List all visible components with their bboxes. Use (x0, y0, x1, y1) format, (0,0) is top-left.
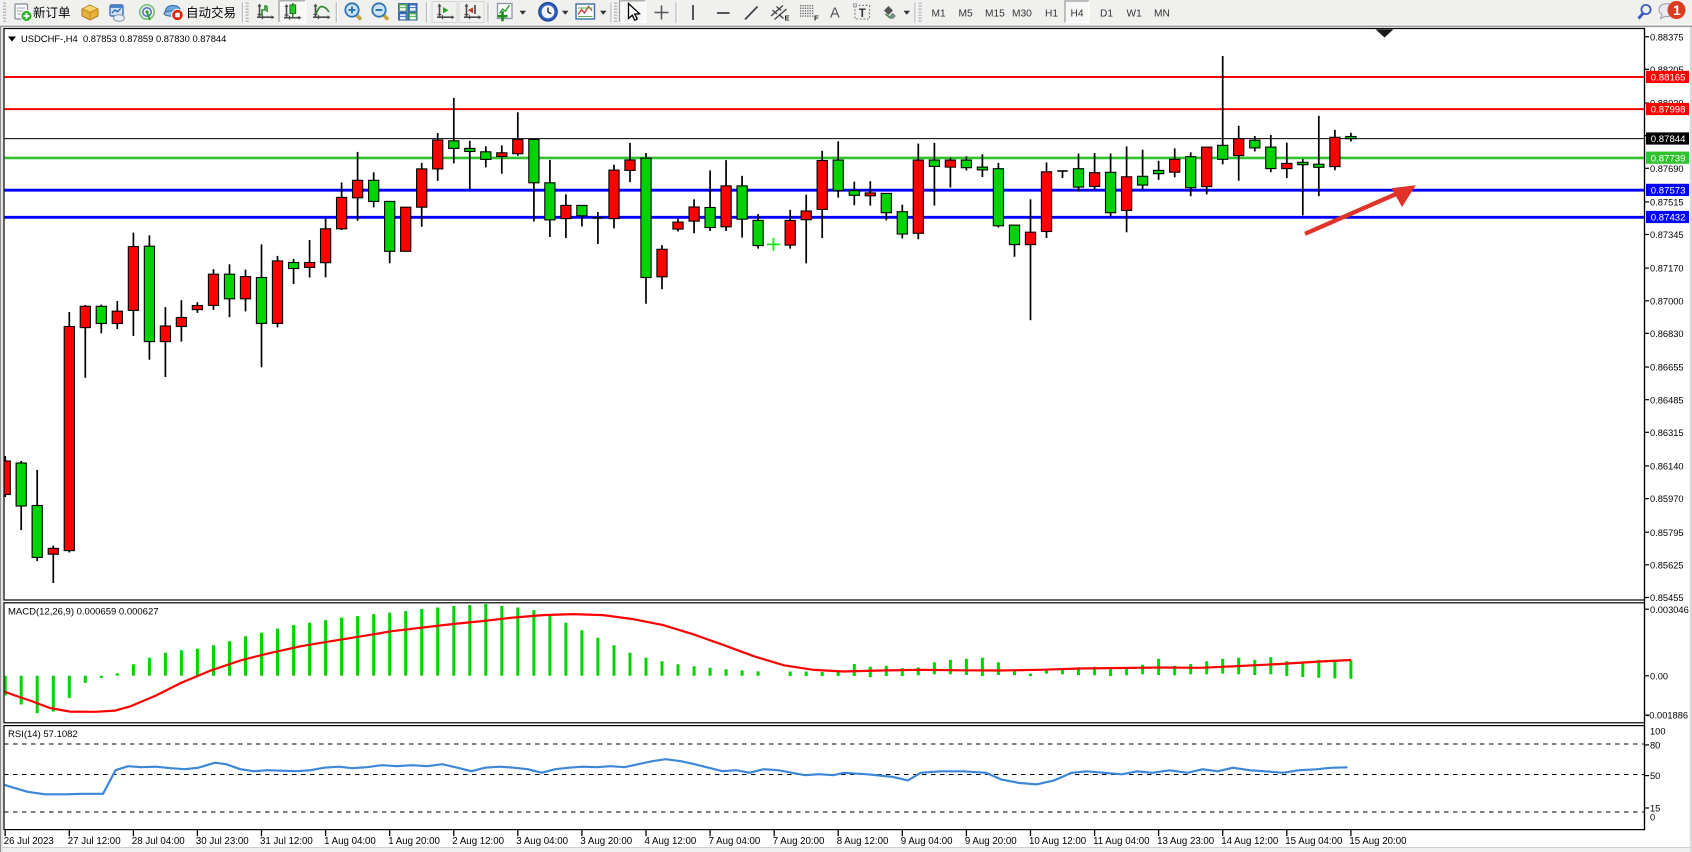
svg-text:1: 1 (1673, 2, 1681, 18)
svg-text:H4: H4 (1071, 9, 1084, 20)
svg-text:M1: M1 (932, 9, 946, 20)
svg-text:MACD(12,26,9) 0.000659 0.00062: MACD(12,26,9) 0.000659 0.000627 (8, 607, 159, 618)
svg-text:0.87739: 0.87739 (1651, 153, 1686, 164)
svg-text:新订单: 新订单 (33, 5, 71, 20)
svg-text:USDCHF-,H4 0.87853 0.87859 0.: USDCHF-,H4 0.87853 0.87859 0.87830 0.878… (21, 33, 226, 44)
svg-text:T: T (859, 8, 866, 20)
svg-text:0.86655: 0.86655 (1650, 363, 1684, 373)
svg-text:H1: H1 (1045, 9, 1058, 20)
svg-text:0.87844: 0.87844 (1651, 134, 1686, 145)
svg-text:30 Jul 23:00: 30 Jul 23:00 (196, 836, 249, 847)
svg-text:14 Aug 12:00: 14 Aug 12:00 (1221, 836, 1279, 847)
svg-text:0.86830: 0.86830 (1650, 329, 1684, 339)
svg-text:0.86140: 0.86140 (1650, 462, 1684, 472)
svg-text:7 Aug 20:00: 7 Aug 20:00 (773, 836, 825, 847)
svg-text:RSI(14) 57.1082: RSI(14) 57.1082 (8, 729, 78, 740)
svg-text:0.88375: 0.88375 (1650, 32, 1684, 42)
svg-text:13 Aug 23:00: 13 Aug 23:00 (1157, 836, 1215, 847)
svg-text:E: E (785, 14, 790, 23)
svg-text:11 Aug 04:00: 11 Aug 04:00 (1093, 836, 1150, 847)
svg-text:0: 0 (1650, 812, 1655, 822)
svg-text:0.87170: 0.87170 (1650, 264, 1684, 274)
svg-text:3 Aug 04:00: 3 Aug 04:00 (516, 836, 568, 847)
svg-text:F: F (814, 14, 819, 23)
svg-text:0.85795: 0.85795 (1650, 528, 1684, 538)
svg-text:0.00: 0.00 (1650, 671, 1668, 681)
svg-text:2 Aug 12:00: 2 Aug 12:00 (452, 836, 504, 847)
svg-text:1 Aug 04:00: 1 Aug 04:00 (324, 836, 376, 847)
svg-text:31 Jul 12:00: 31 Jul 12:00 (260, 836, 313, 847)
svg-text:9 Aug 04:00: 9 Aug 04:00 (901, 836, 953, 847)
svg-text:0.85455: 0.85455 (1650, 593, 1684, 603)
svg-text:M5: M5 (959, 9, 973, 20)
svg-text:27 Jul 12:00: 27 Jul 12:00 (68, 836, 121, 847)
svg-text:15: 15 (1650, 804, 1660, 814)
svg-text:M15: M15 (985, 9, 1005, 20)
svg-text:15 Aug 04:00: 15 Aug 04:00 (1285, 836, 1343, 847)
svg-text:0.88165: 0.88165 (1651, 73, 1686, 84)
svg-text:80: 80 (1650, 741, 1660, 751)
svg-text:0.003046: 0.003046 (1650, 605, 1689, 615)
svg-text:28 Jul 04:00: 28 Jul 04:00 (132, 836, 185, 847)
svg-text:15 Aug 20:00: 15 Aug 20:00 (1349, 836, 1407, 847)
svg-text:1 Aug 20:00: 1 Aug 20:00 (388, 836, 440, 847)
svg-text:MN: MN (1154, 9, 1170, 20)
svg-text:0.87432: 0.87432 (1651, 213, 1686, 224)
svg-text:0.85970: 0.85970 (1650, 494, 1684, 504)
svg-text:26 Jul 2023: 26 Jul 2023 (4, 836, 54, 847)
svg-text:W1: W1 (1127, 9, 1143, 20)
svg-text:0.86485: 0.86485 (1650, 395, 1684, 405)
svg-text:10 Aug 12:00: 10 Aug 12:00 (1029, 836, 1087, 847)
svg-text:-0.001886: -0.001886 (1646, 711, 1688, 721)
svg-text:M30: M30 (1012, 9, 1032, 20)
svg-text:0.86315: 0.86315 (1650, 428, 1684, 438)
svg-text:0.87515: 0.87515 (1650, 198, 1684, 208)
svg-text:50: 50 (1650, 771, 1660, 781)
svg-text:0.88205: 0.88205 (1650, 65, 1684, 75)
svg-text:D1: D1 (1100, 9, 1113, 20)
svg-text:100: 100 (1650, 727, 1666, 737)
svg-text:0.87000: 0.87000 (1650, 296, 1684, 306)
svg-text:0.85625: 0.85625 (1650, 560, 1684, 570)
svg-text:自动交易: 自动交易 (186, 5, 236, 20)
svg-text:3 Aug 20:00: 3 Aug 20:00 (580, 836, 632, 847)
svg-text:0.87573: 0.87573 (1651, 186, 1686, 197)
svg-text:0.87998: 0.87998 (1651, 105, 1686, 116)
svg-text:4 Aug 12:00: 4 Aug 12:00 (645, 836, 697, 847)
svg-text:8 Aug 12:00: 8 Aug 12:00 (837, 836, 889, 847)
svg-text:0.87345: 0.87345 (1650, 230, 1684, 240)
svg-text:A: A (830, 6, 840, 22)
svg-text:9 Aug 20:00: 9 Aug 20:00 (965, 836, 1017, 847)
svg-text:7 Aug 04:00: 7 Aug 04:00 (709, 836, 761, 847)
svg-text:0.87690: 0.87690 (1650, 164, 1684, 174)
